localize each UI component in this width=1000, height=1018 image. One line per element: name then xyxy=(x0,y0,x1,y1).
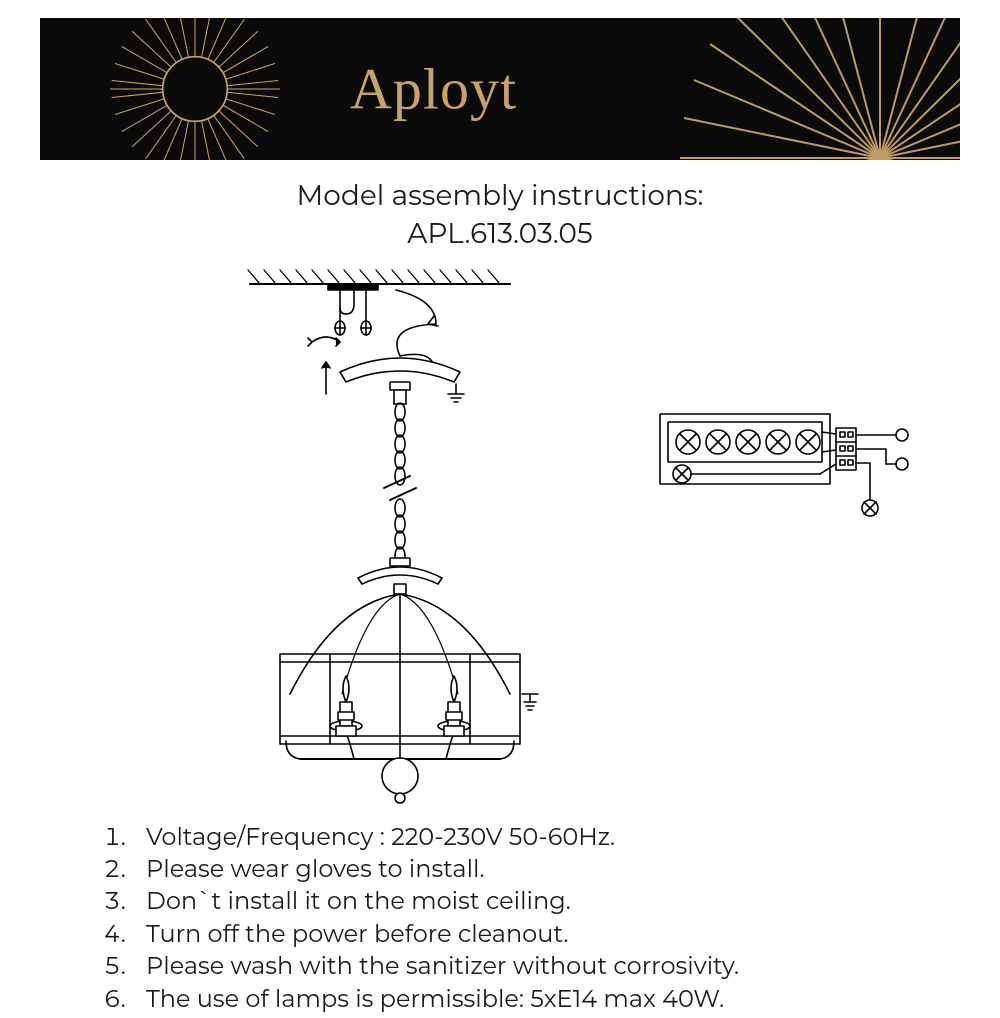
instruction-item: Please wear gloves to install. xyxy=(132,854,880,886)
assembly-diagram xyxy=(40,264,960,814)
instruction-item: Turn off the power before cleanout. xyxy=(132,919,880,951)
brand-name: Aployt xyxy=(350,56,517,123)
instruction-item: Please wash with the sanitizer without c… xyxy=(132,951,880,983)
title-line-1: Model assembly instructions: xyxy=(0,178,1000,216)
sunburst-decor-icon xyxy=(680,18,960,160)
sunburst-logo-icon xyxy=(110,18,280,160)
brand-header: Aployt xyxy=(40,18,960,160)
instruction-item: Voltage/Frequency : 220-230V 50-60Hz. xyxy=(132,822,880,854)
title-line-2: APL.613.03.05 xyxy=(0,216,1000,254)
instructions-list: Voltage/Frequency : 220-230V 50-60Hz. Pl… xyxy=(100,822,880,1016)
instruction-item: Don`t install it on the moist ceiling. xyxy=(132,886,880,918)
title-block: Model assembly instructions: APL.613.03.… xyxy=(0,178,1000,254)
